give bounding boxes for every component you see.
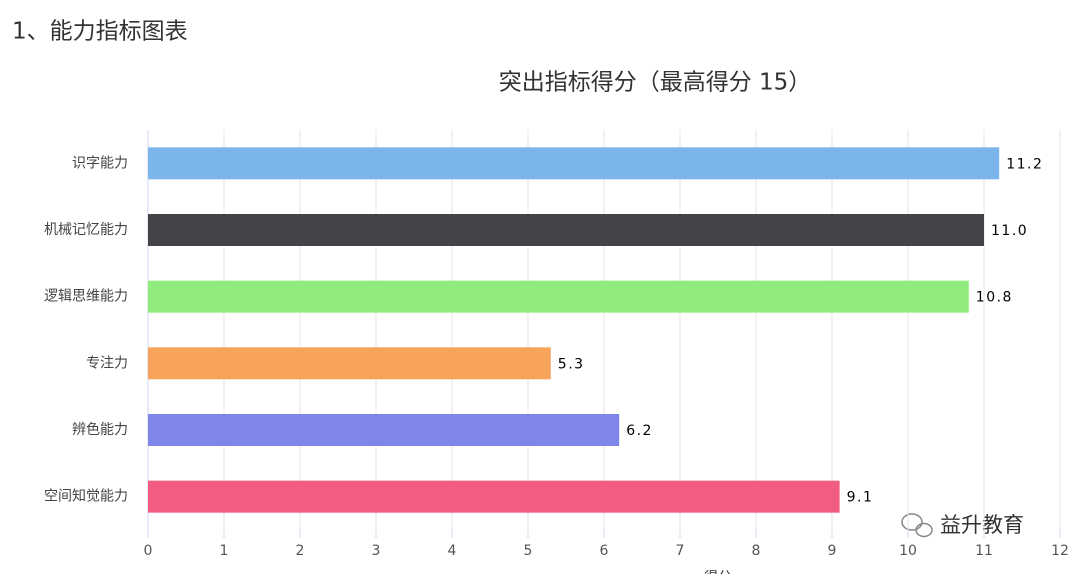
x-tick-label: 0 [144,543,153,559]
chart-title: 突出指标得分（最高得分 15） [499,70,812,96]
x-tick-label: 9 [828,543,837,559]
y-tick-label: 辨色能力 [72,421,128,438]
value-label: 5.3 [558,356,585,372]
bar [148,480,840,513]
x-tick-label: 6 [600,543,609,559]
x-tick-label: 5 [524,543,533,559]
value-label: 6.2 [626,423,653,439]
bar [148,414,620,446]
x-tick-label: 8 [752,543,761,559]
value-label: 9.1 [847,490,874,506]
y-tick-label: 机械记忆能力 [44,222,128,238]
bar [148,280,969,313]
x-tick-label: 7 [676,543,685,559]
watermark-icon [901,513,933,538]
value-label: 11.0 [991,223,1028,239]
x-tick-label: 3 [372,543,381,559]
y-tick-label: 专注力 [86,355,128,371]
x-tick-label: 1 [220,543,229,559]
x-tick-label: 4 [448,543,457,559]
value-label: 10.8 [976,290,1013,306]
x-axis-label: 得分 [704,569,732,574]
y-tick-label: 空间知觉能力 [44,488,128,505]
bar [148,347,551,380]
x-tick-label: 10 [899,543,917,559]
x-tick-label: 11 [975,543,993,559]
bar [148,147,1000,180]
bar [148,214,984,246]
y-tick-label: 逻辑思维能力 [44,289,128,305]
heading: 1、能力指标图表 [12,19,188,45]
value-label: 11.2 [1006,156,1043,172]
x-tick-label: 2 [296,543,305,559]
y-tick-label: 识字能力 [72,155,128,171]
watermark: 益升教育 [940,513,1024,537]
x-tick-label: 12 [1051,543,1069,559]
